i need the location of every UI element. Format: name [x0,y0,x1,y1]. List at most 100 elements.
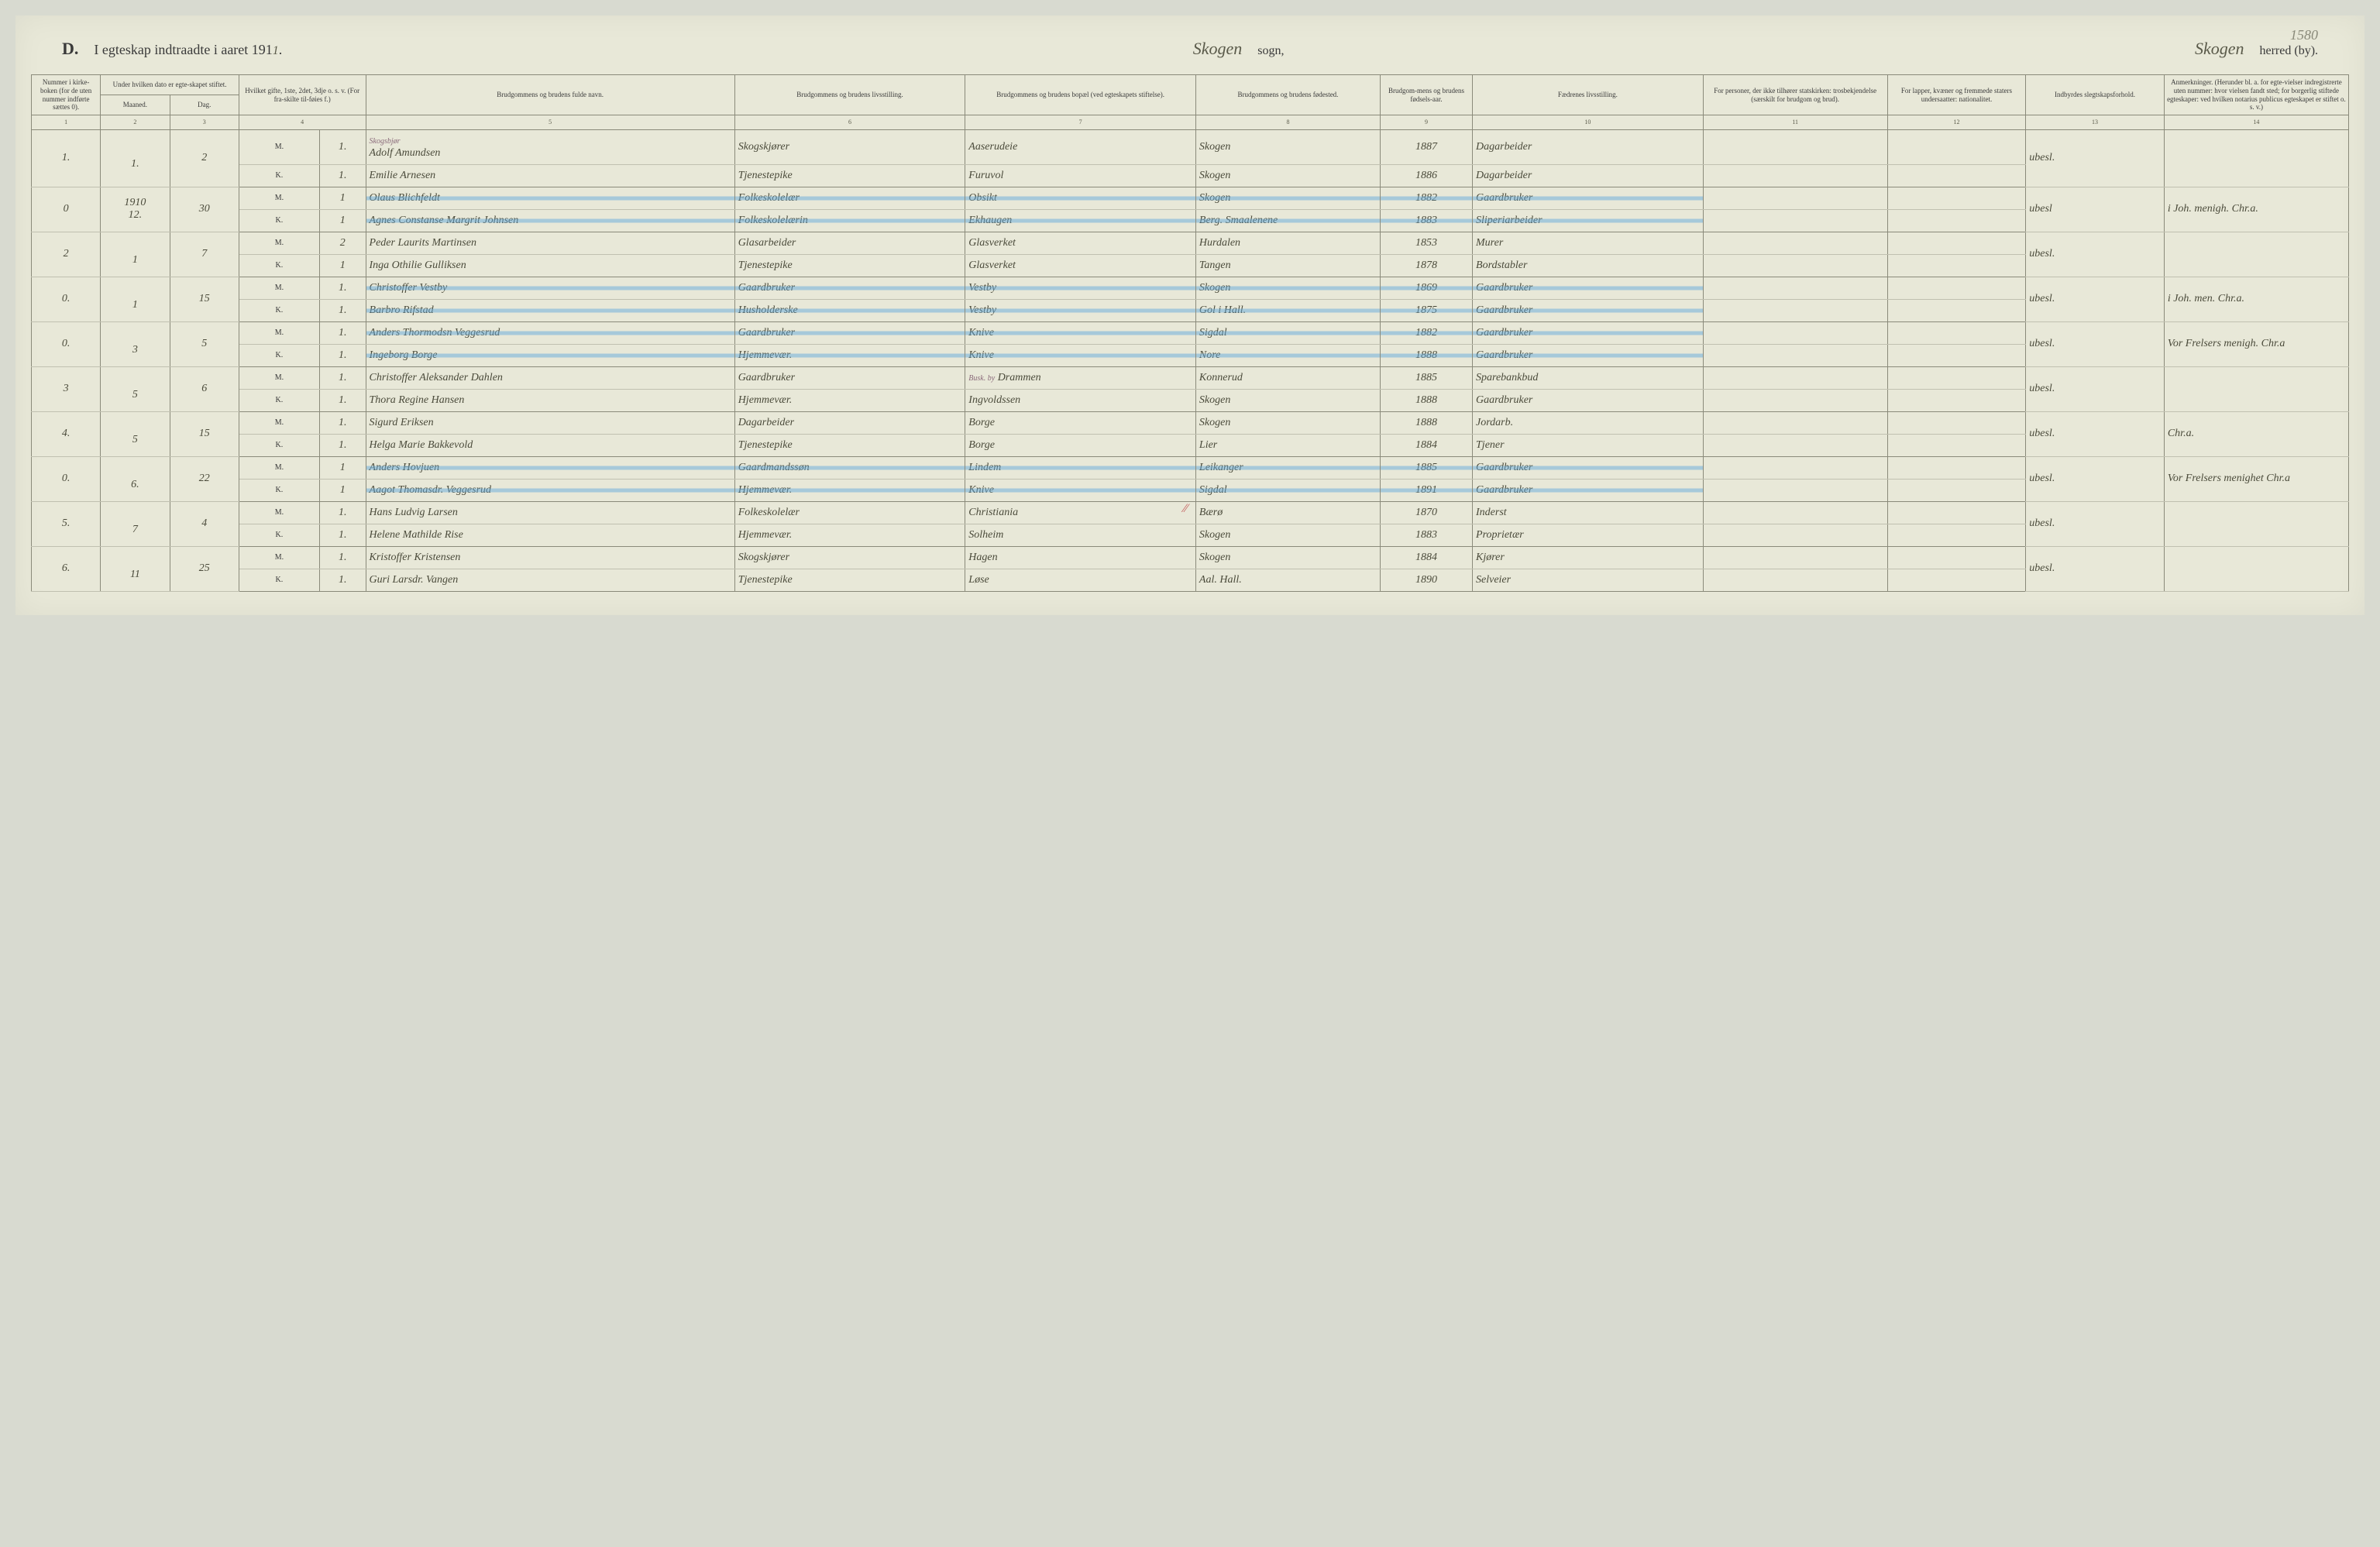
row-gifte-k: 1. [320,569,366,591]
row-number: 6. [32,546,101,591]
row-c10-k [1703,209,1887,232]
row-name-m: Olaus Blichfeldt [366,187,734,209]
row-liv-k: Tjenestepike [734,434,965,456]
row-c11-k [1887,344,2026,366]
col-num-14: 14 [2164,115,2348,130]
row-day: 15 [170,411,239,456]
col-num-5: 5 [366,115,734,130]
row-fadre-k: Sliperiarbeider [1473,209,1704,232]
row-fadre-m: Gaardbruker [1473,277,1704,299]
register-table: Nummer i kirke-boken (for de uten nummer… [31,74,2349,592]
row-fod-k: Skogen [1195,524,1380,546]
row-liv-m: Gaardbruker [734,277,965,299]
row-mk-m: M. [239,546,319,569]
table-row: K.1.Barbro RifstadHusholderskeVestbyGol … [32,299,2349,321]
row-bopal-k: Vestby [965,299,1196,321]
row-fadre-k: Gaardbruker [1473,479,1704,501]
row-name-m: Christoffer Aleksander Dahlen [366,366,734,389]
row-fadre-m: Dagarbeider [1473,129,1704,164]
row-mk-m: M. [239,321,319,344]
row-fadre-m: Gaardbruker [1473,321,1704,344]
row-fadre-m: Kjører [1473,546,1704,569]
row-c11-m [1887,321,2026,344]
row-c11-m [1887,546,2026,569]
row-c13: Vor Frelsers menigh. Chr.a [2164,321,2348,366]
row-c12: ubesl. [2026,411,2165,456]
row-day: 25 [170,546,239,591]
row-liv-m: Glasarbeider [734,232,965,254]
col-header-7: Brudgommens og brudens fødested. [1195,75,1380,115]
col-num-8: 8 [1195,115,1380,130]
row-gifte-m: 1. [320,411,366,434]
row-aar-m: 1853 [1380,232,1472,254]
row-c10-m [1703,321,1887,344]
row-mk-m: M. [239,187,319,209]
table-row: K.1.Helene Mathilde RiseHjemmevær.Solhei… [32,524,2349,546]
row-bopal-m: Hagen [965,546,1196,569]
table-row: K.1.Ingeborg BorgeHjemmevær.KniveNore188… [32,344,2349,366]
row-fadre-k: Gaardbruker [1473,344,1704,366]
row-day: 22 [170,456,239,501]
row-day: 4 [170,501,239,546]
row-gifte-k: 1 [320,479,366,501]
table-row: 4.515M.1.Sigurd EriksenDagarbeiderBorgeS… [32,411,2349,434]
col-header-9: Fædrenes livsstilling. [1473,75,1704,115]
row-day: 7 [170,232,239,277]
row-fadre-m: Gaardbruker [1473,187,1704,209]
row-day: 6 [170,366,239,411]
row-mk-k: K. [239,389,319,411]
row-number: 0. [32,277,101,321]
row-number: 2 [32,232,101,277]
col-num-4: 4 [239,115,366,130]
row-c10-m [1703,546,1887,569]
row-gifte-k: 1 [320,209,366,232]
row-gifte-k: 1 [320,254,366,277]
row-mk-m: M. [239,232,319,254]
row-fod-m: Skogen [1195,277,1380,299]
row-c10-k [1703,299,1887,321]
row-mk-k: K. [239,344,319,366]
row-bopal-k: Knive [965,479,1196,501]
row-month: 1 [101,277,170,321]
row-fadre-k: Gaardbruker [1473,389,1704,411]
row-c11-m [1887,187,2026,209]
col-num-7: 7 [965,115,1196,130]
row-c11-m [1887,129,2026,164]
row-fod-k: Berg. Smaalenene [1195,209,1380,232]
herred-name: Skogen [2195,39,2244,59]
table-row: 356M.1.Christoffer Aleksander DahlenGaar… [32,366,2349,389]
row-fod-m: Leikanger [1195,456,1380,479]
row-name-m: Anders Hovjuen [366,456,734,479]
row-c12: ubesl. [2026,129,2165,187]
row-name-m: Sigurd Eriksen [366,411,734,434]
col-num-10: 10 [1473,115,1704,130]
row-aar-k: 1888 [1380,344,1472,366]
row-liv-m: Gaardbruker [734,366,965,389]
table-head: Nummer i kirke-boken (for de uten nummer… [32,75,2349,130]
row-liv-k: Hjemmevær. [734,344,965,366]
col-header-11: For lapper, kvæner og fremmede staters u… [1887,75,2026,115]
table-row: 0.35M.1.Anders Thormodsn VeggesrudGaardb… [32,321,2349,344]
col-num-13: 13 [2026,115,2165,130]
row-name-m: Kristoffer Kristensen [366,546,734,569]
row-liv-k: Folkeskolelærin [734,209,965,232]
row-fod-k: Skogen [1195,389,1380,411]
table-body: 1.1.2M.1.SkogsbjørAdolf AmundsenSkogskjø… [32,129,2349,591]
row-bopal-k: Ingvoldssen [965,389,1196,411]
col-header-10: For personer, der ikke tilhører statskir… [1703,75,1887,115]
row-gifte-m: 1. [320,546,366,569]
row-c11-k [1887,209,2026,232]
row-gifte-k: 1. [320,389,366,411]
col-header-12: Indbyrdes slegtskapsforhold. [2026,75,2165,115]
row-c11-m [1887,366,2026,389]
row-gifte-k: 1. [320,299,366,321]
row-c11-k [1887,434,2026,456]
row-fod-k: Tangen [1195,254,1380,277]
row-c11-m [1887,501,2026,524]
row-name-k: Barbro Rifstad [366,299,734,321]
row-mk-m: M. [239,129,319,164]
row-bopal-k: Borge [965,434,1196,456]
row-gifte-m: 1 [320,187,366,209]
sogn-name: Skogen [1193,39,1243,59]
row-mk-m: M. [239,366,319,389]
